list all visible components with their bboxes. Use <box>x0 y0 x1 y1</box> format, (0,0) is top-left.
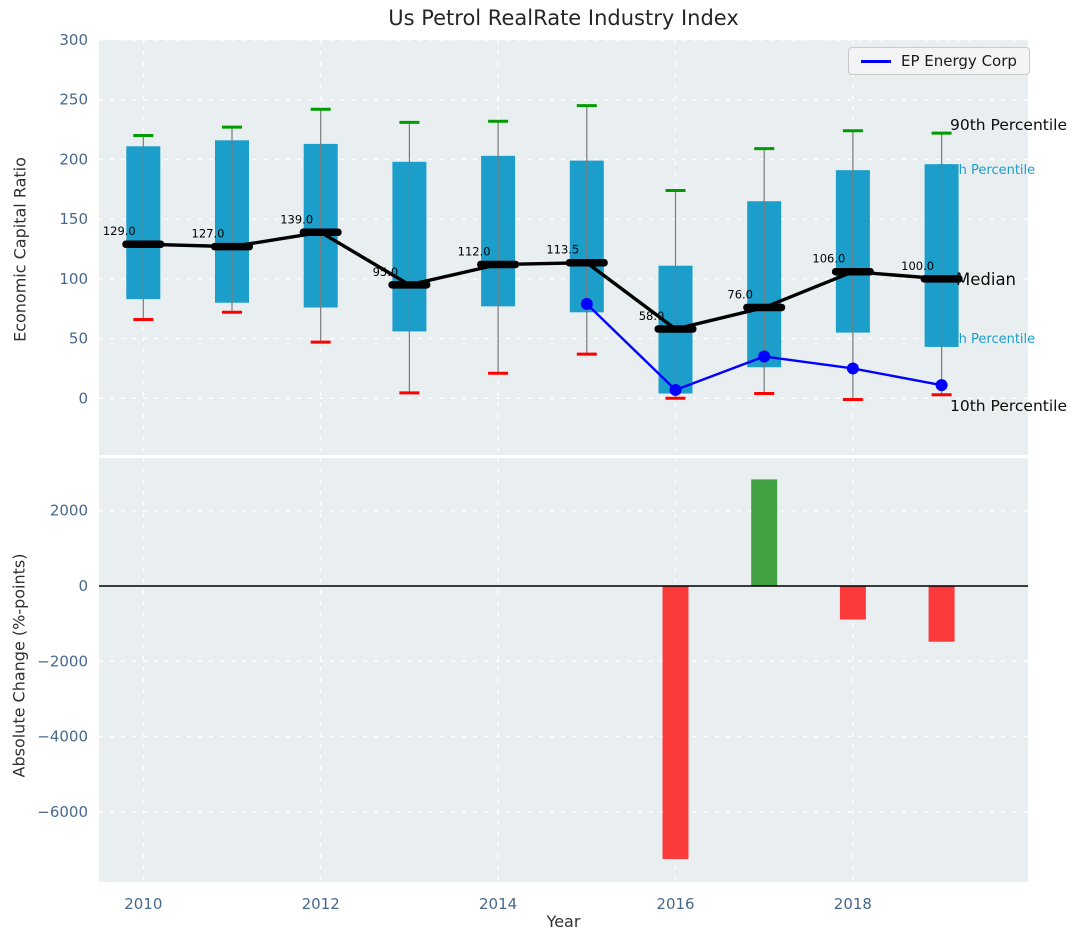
company-point <box>580 297 593 310</box>
top-y-tick-label: 300 <box>59 31 88 49</box>
bottom-y-tick-label: −2000 <box>37 652 88 670</box>
annotation-25th-percentile: 25th Percentile <box>937 332 1035 347</box>
median-marker <box>920 275 963 283</box>
top-panel-background <box>99 40 1028 455</box>
median-value-label: 127.0 <box>192 227 225 241</box>
company-point <box>935 379 948 392</box>
median-value-label: 58.0 <box>639 309 665 323</box>
top-y-tick-label: 50 <box>69 330 88 348</box>
median-value-label: 129.0 <box>103 224 136 238</box>
top-y-tick-label: 100 <box>59 270 88 288</box>
annotation-75th-percentile: 75th Percentile <box>937 163 1035 178</box>
median-value-label: 112.0 <box>458 245 491 259</box>
median-value-label: 139.0 <box>280 212 313 226</box>
legend: EP Energy Corp <box>848 47 1030 75</box>
x-tick-label: 2016 <box>656 895 694 913</box>
bottom-y-tick-label: −4000 <box>37 728 88 746</box>
median-marker <box>565 258 608 267</box>
bottom-y-tick-label: 0 <box>78 577 88 595</box>
bottom-y-axis-label: Absolute Change (%-points) <box>9 553 29 778</box>
top-y-tick-label: 150 <box>59 210 88 228</box>
median-marker <box>654 325 697 333</box>
top-y-tick-label: 0 <box>78 389 88 407</box>
bottom-panel-background <box>99 458 1028 882</box>
company-point <box>669 383 682 396</box>
median-value-label: 113.5 <box>546 243 579 257</box>
median-marker <box>211 242 253 251</box>
median-value-label: 76.0 <box>727 288 753 302</box>
bottom-y-tick-label: 2000 <box>50 502 88 520</box>
change-bar <box>928 586 955 642</box>
annotation-10th-percentile: 10th Percentile <box>950 397 1067 415</box>
median-line <box>143 230 942 331</box>
x-tick-label: 2010 <box>124 895 162 913</box>
median-marker <box>122 240 165 248</box>
median-marker <box>299 228 342 237</box>
median-marker <box>831 267 874 276</box>
annotation-median: Median <box>956 270 1016 289</box>
chart-title: Us Petrol RealRate Industry Index <box>388 6 739 30</box>
change-bar <box>839 586 866 620</box>
change-bar <box>662 586 689 860</box>
company-point <box>846 362 859 375</box>
x-axis-label: Year <box>546 912 581 931</box>
top-y-tick-label: 200 <box>59 150 88 168</box>
median-value-label: 95.0 <box>373 265 399 279</box>
median-value-label: 106.0 <box>812 252 845 266</box>
x-tick-label: 2014 <box>479 895 517 913</box>
annotation-90th-percentile: 90th Percentile <box>950 116 1067 134</box>
company-point <box>758 350 771 363</box>
legend-label: EP Energy Corp <box>901 52 1017 70</box>
median-value-label: 100.0 <box>901 259 934 273</box>
x-tick-label: 2018 <box>834 895 872 913</box>
median-marker <box>743 303 786 312</box>
median-marker <box>477 260 520 269</box>
top-y-tick-label: 250 <box>59 91 88 109</box>
x-tick-label: 2012 <box>302 895 340 913</box>
top-y-axis-label: Economic Capital Ratio <box>10 157 30 342</box>
legend-line-sample <box>861 59 891 63</box>
change-bar <box>751 479 778 586</box>
median-marker <box>388 281 431 289</box>
bottom-y-tick-label: −6000 <box>37 803 88 821</box>
